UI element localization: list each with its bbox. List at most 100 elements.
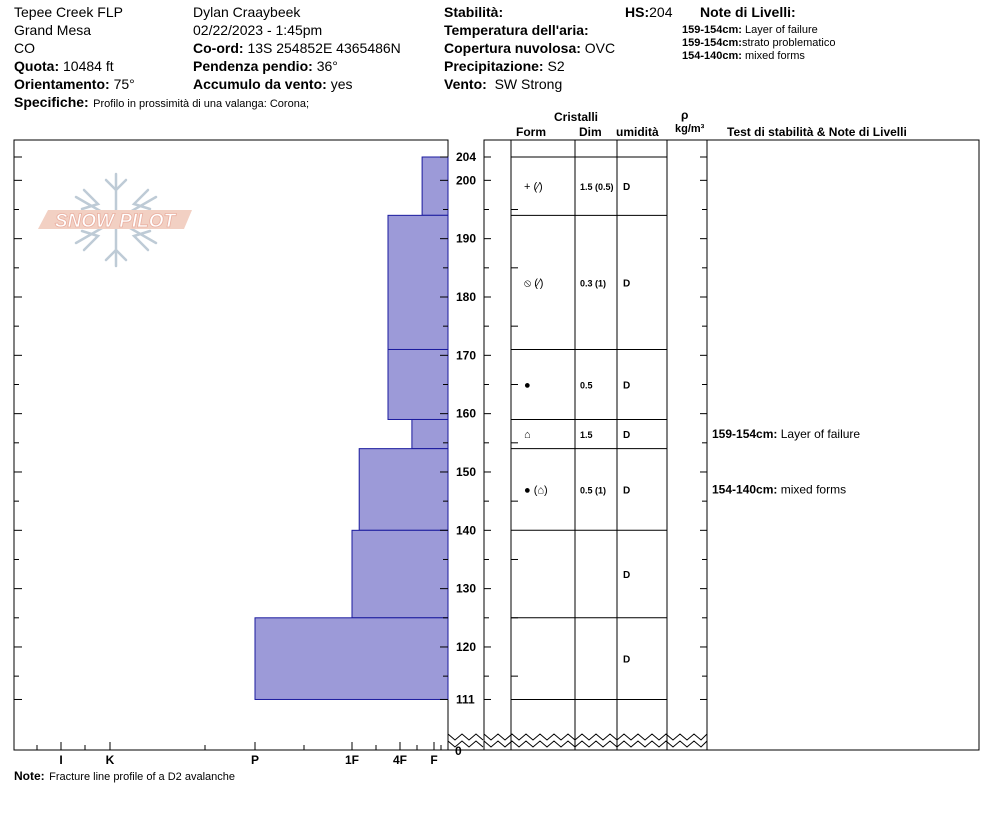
y-tick-label: 204 [456, 150, 476, 164]
precip-value: S2 [547, 58, 565, 74]
layer-annotation: 154-140cm: mixed forms [712, 482, 846, 496]
layer-note-row: 159-154cm: Layer of failure [682, 25, 818, 36]
y-tick-label: 140 [456, 523, 476, 537]
elevation-label: Quota: [14, 58, 60, 74]
stability-notes-header: Test di stabilità & Note di Livelli [727, 125, 907, 139]
aspect-label: Orientamento: [14, 76, 110, 92]
note-label: Note: [14, 769, 45, 783]
layer-notes-title: Note di Livelli: [700, 4, 796, 20]
layer-note-row: 154-140cm: mixed forms [682, 51, 805, 62]
specifics: Specifiche: Profilo in prossimità di una… [14, 95, 309, 111]
x-tick-label: F [430, 753, 437, 767]
hardness-bars [254, 156, 449, 700]
layer-annotation-range: 159-154cm: [712, 427, 781, 441]
layer-form: ⦸ (⁄) [524, 277, 543, 289]
layer-moisture: D [623, 278, 630, 289]
state: CO [14, 40, 35, 56]
layer-note-range: 154-140cm: [682, 50, 742, 62]
y-tick-label: 111 [456, 692, 475, 706]
layer-note-row: 159-154cm:strato problematico [682, 38, 835, 49]
note-value: Fracture line profile of a D2 avalanche [49, 771, 236, 783]
hardness-bar [254, 617, 449, 700]
axis-break [447, 733, 708, 748]
elevation-value: 10484 ft [63, 58, 114, 74]
hardness-bar [358, 448, 449, 531]
y-tick-label: 120 [456, 640, 476, 654]
x-tick-label: 1F [345, 753, 359, 767]
hardness-bar [411, 418, 449, 450]
coord-label: Co-ord: [193, 40, 244, 56]
wind-loading: Accumulo da vento: yes [193, 77, 352, 91]
mountain-range: Grand Mesa [14, 22, 92, 38]
wind-label: Vento: [444, 76, 487, 92]
slope: Pendenza pendio: 36° [193, 59, 338, 73]
stability-label: Stabilità: [444, 4, 504, 20]
crystals-header: Cristalli [554, 110, 599, 124]
air-temp-label: Temperatura dell'aria: [444, 22, 589, 38]
y-tick-label: 190 [456, 232, 476, 246]
layer-annotation-text: mixed forms [781, 482, 846, 496]
cloud-value: OVC [584, 40, 616, 56]
layer-dim: 0.3 (1) [580, 278, 606, 288]
layer-dim: 1.5 (0.5) [580, 182, 614, 192]
logo-text: SNOW PILOT [55, 211, 177, 232]
y-tick-label: 160 [456, 407, 476, 421]
snowpilot-logo: SNOW PILOT [38, 172, 192, 268]
layer-note-text: strato problematico [741, 37, 836, 49]
y-tick-label: 200 [456, 173, 476, 187]
wind-loading-label: Accumulo da vento: [193, 76, 327, 92]
layer-form: + (⁄) [524, 181, 543, 193]
layer-note-range: 159-154cm: [682, 37, 742, 49]
layer-moisture: D [623, 430, 630, 441]
y-tick-label: 150 [456, 465, 476, 479]
hs-label: HS: [625, 4, 650, 20]
layer-form: ● [524, 379, 531, 391]
precip-label: Precipitazione: [444, 58, 544, 74]
layer-moisture: D [623, 380, 630, 391]
form-header: Form [516, 125, 546, 139]
x-tick-label: I [59, 753, 62, 767]
layer-moisture: D [623, 655, 630, 666]
hardness-bar [387, 348, 449, 420]
layer-moisture: D [623, 485, 630, 496]
layer-form: ⌂ [524, 429, 531, 441]
slope-label: Pendenza pendio: [193, 58, 313, 74]
footer-note: Note: Fracture line profile of a D2 aval… [14, 768, 235, 784]
x-tick-label: 4F [393, 753, 407, 767]
x-tick-label: P [251, 753, 259, 767]
wind-loading-value: yes [330, 76, 353, 92]
axis-ticks: 111 120 130 140 150 160 170 180 190 200 204 I K P 1F 4F… [14, 150, 707, 767]
hardness-bar [387, 214, 449, 350]
aspect-value: 75° [113, 76, 135, 92]
density-unit: kg/m³ [675, 123, 705, 135]
layer-note-text: Layer of failure [745, 24, 818, 36]
hardness-bar [351, 529, 449, 619]
coord-value: 13S 254852E 4365486N [247, 40, 401, 56]
x-tick-label: K [106, 753, 115, 767]
layer-form: ● (⌂) [524, 484, 548, 496]
y-tick-label: 180 [456, 290, 476, 304]
dim-header: Dim [579, 125, 602, 139]
observer-name: Dylan Craaybeek [193, 4, 301, 20]
layer-dim: 0.5 (1) [580, 485, 606, 495]
hs-value: 204 [649, 4, 673, 20]
hardness-bar [421, 156, 449, 216]
layer-table-frame [483, 139, 980, 751]
specifics-label: Specifiche: [14, 94, 89, 110]
y-tick-label-zero: 0 [455, 744, 462, 758]
layer-note-range: 159-154cm: [682, 24, 742, 36]
layer-annotation-range: 154-140cm: [712, 482, 781, 496]
wind: Vento: SW Strong [444, 77, 562, 91]
layer-table: + (⁄) 1.5 (0.5) D ⦸ (⁄) 0.3 (1) D ● 0.5 D ⌂ 1.5 D ● … [511, 156, 861, 700]
observation-datetime: 02/22/2023 - 1:45pm [193, 22, 323, 38]
layer-dim: 1.5 [580, 430, 593, 440]
elevation: Quota: 10484 ft [14, 59, 114, 73]
density-symbol: ρ [681, 108, 689, 122]
location-name: Tepee Creek FLP [14, 4, 123, 20]
cloud-cover: Copertura nuvolosa: OVC [444, 41, 615, 55]
layer-moisture: D [623, 182, 630, 193]
wind-value: SW Strong [494, 76, 563, 92]
layer-annotation-text: Layer of failure [781, 427, 861, 441]
coordinates: Co-ord: 13S 254852E 4365486N [193, 41, 401, 55]
